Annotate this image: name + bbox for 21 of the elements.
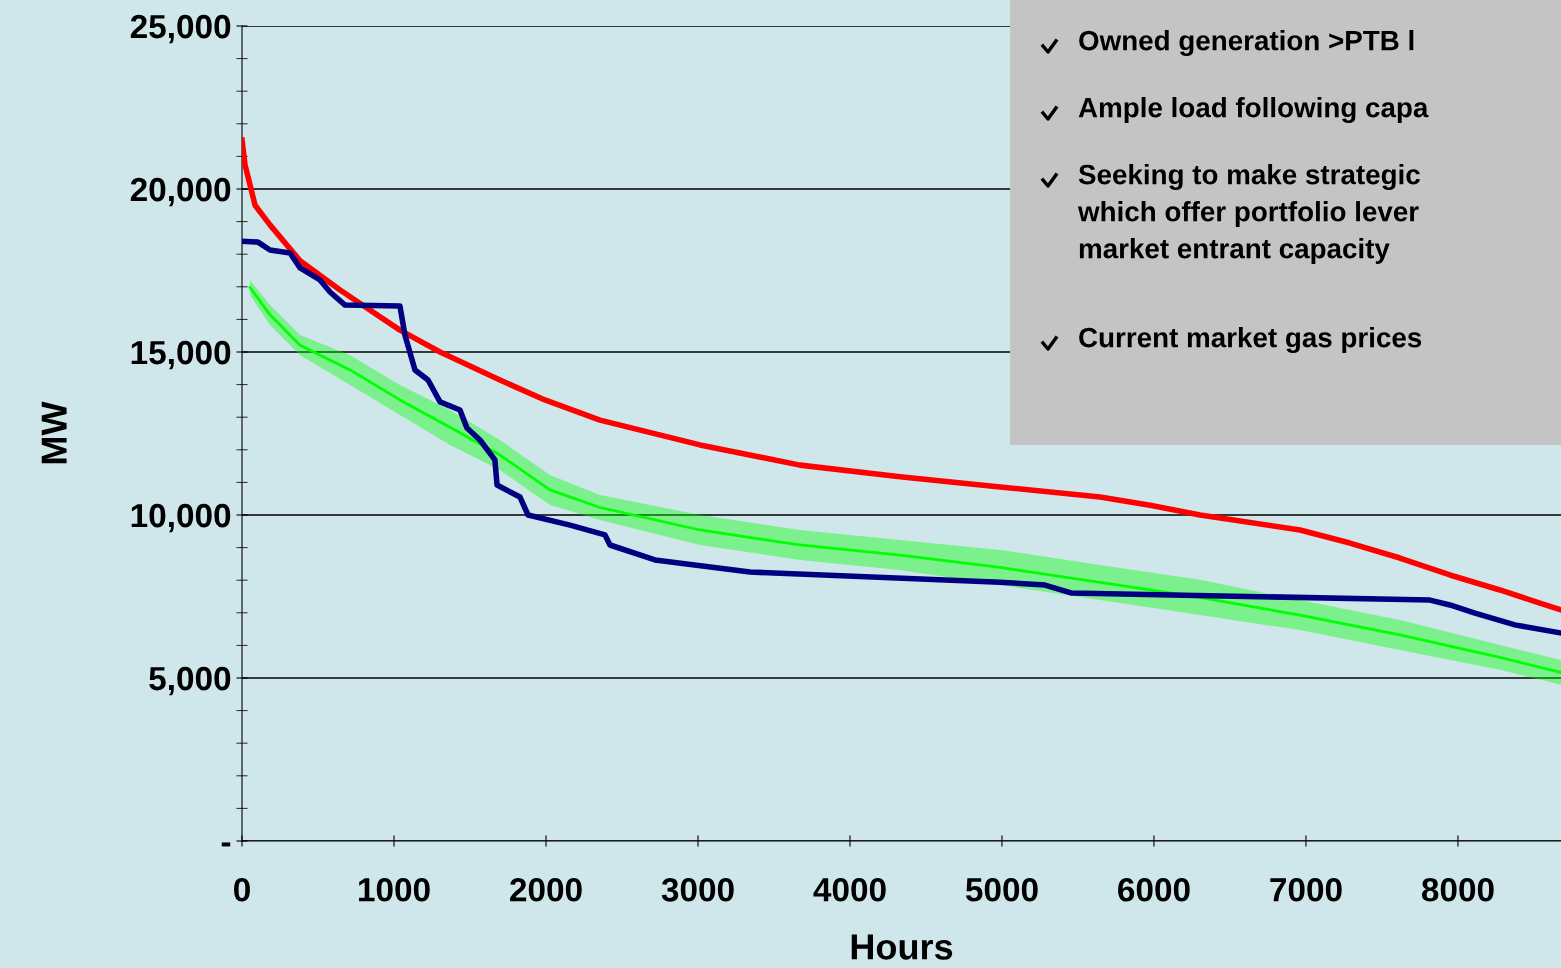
x-tick-label: 6000 <box>1118 877 1190 902</box>
x-tick-label: 5000 <box>965 877 1038 902</box>
x-tick-label: 8000 <box>1421 877 1494 902</box>
y-tick-label: 15,000 <box>131 340 231 370</box>
x-tick-label: 2000 <box>510 877 582 902</box>
annotation: Owned generation >PTB l <box>1079 30 1414 57</box>
x-tick-label: 0 <box>234 877 250 902</box>
x-tick-label: 4000 <box>813 877 886 902</box>
y-tick-label: 5,000 <box>149 666 231 696</box>
y-tick-label: 20,000 <box>130 177 231 207</box>
x-tick-label: 1000 <box>359 877 430 902</box>
y-tick-label: 10,000 <box>131 503 231 533</box>
x-axis-title: Hours <box>851 934 953 960</box>
annotation: Seeking to make strategic which offer portfolio lever market entrant capacity <box>1077 164 1420 264</box>
y-tick-label: - <box>221 842 231 847</box>
x-tick-label: 3000 <box>661 877 734 902</box>
y-tick-label: 25,000 <box>130 14 231 44</box>
annotation: Current market gas prices <box>1079 327 1422 354</box>
x-tick-label: 7000 <box>1270 877 1342 902</box>
y-axis-title: MW <box>41 401 67 464</box>
annotation: Ample load following capa <box>1078 97 1429 124</box>
